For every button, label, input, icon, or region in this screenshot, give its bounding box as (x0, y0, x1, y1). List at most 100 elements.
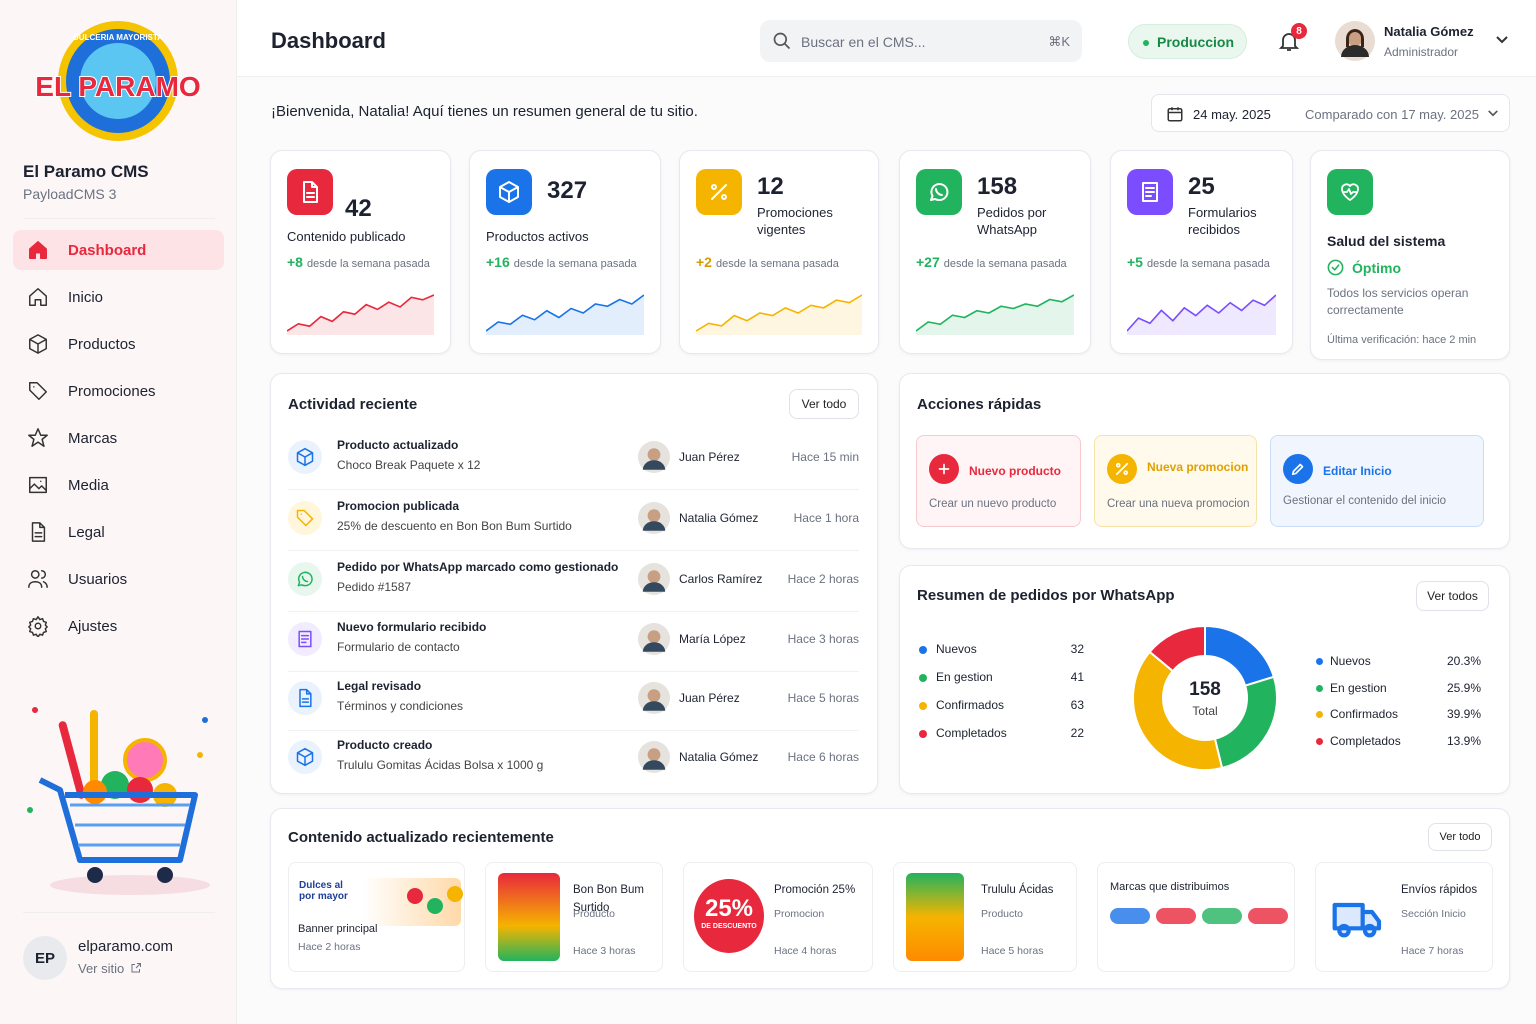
calendar-icon (1167, 107, 1183, 122)
activity-button[interactable]: Ver todo (789, 389, 859, 419)
candy-illustration (27, 707, 210, 895)
legend-label: Nuevos (1330, 654, 1371, 668)
activity-detail: Trululu Gomitas Ácidas Bolsa x 1000 g (337, 758, 544, 772)
legend-label: En gestion (936, 670, 993, 684)
cart-wheel (87, 867, 103, 883)
env-dot (1143, 40, 1149, 46)
recent-item-kind: Producto (981, 908, 1024, 920)
confetti (197, 752, 203, 758)
recent-button[interactable]: Ver todo (1428, 823, 1492, 851)
recent-item-time: Hace 7 horas (1401, 945, 1464, 957)
quick-action-text: Crear una nueva promocion (1107, 498, 1250, 510)
quick-action-text: Crear un nuevo producto (929, 498, 1057, 510)
sparkline-area (287, 295, 434, 335)
search-box[interactable]: Buscar en el CMS... ⌘K (760, 20, 1082, 62)
chevron[interactable] (1495, 35, 1509, 45)
nav-icon (28, 570, 48, 588)
thumbnail: Dulces al por mayor (297, 878, 463, 926)
activity-glyph-path (296, 509, 314, 527)
recent-item[interactable]: Trululu Ácidas Producto Hace 5 horas (893, 862, 1077, 972)
recent-item[interactable]: 25% DE DESCUENTO Promoción 25% Promocion Hac… (683, 862, 873, 972)
nav-item[interactable]: Usuarios (13, 559, 224, 599)
recent-item-title: Marcas que distribuimos (1110, 881, 1230, 893)
activity-glyph (298, 630, 312, 648)
legend-value: 41 (1070, 670, 1084, 684)
activity-glyph-path (297, 571, 313, 587)
nav-item[interactable]: Ajustes (13, 606, 224, 646)
recent-item[interactable]: Marcas que distribuimos (1097, 862, 1295, 972)
avatar-face (647, 630, 661, 643)
nav-icon (29, 382, 47, 400)
avatar-bg (638, 623, 670, 655)
nav-item[interactable]: Productos (13, 324, 224, 364)
activity-title: Pedido por WhatsApp marcado como gestion… (337, 560, 619, 574)
quick-action[interactable]: Nueva promocion Crear una nueva promocion (1094, 435, 1257, 527)
nav-label: Usuarios (68, 571, 128, 588)
quick-action-glyph (1115, 462, 1129, 476)
recent-item[interactable]: Dulces al por mayor Banner principal Hace … (288, 862, 465, 972)
chart-button[interactable]: Ver todos (1416, 581, 1489, 611)
nav-item[interactable]: Dashboard (13, 230, 224, 270)
avatar-body (642, 521, 666, 531)
sparkline-line (486, 294, 644, 332)
nav-item[interactable]: Promociones (13, 371, 224, 411)
logo-name: EL PARAMO (35, 71, 200, 102)
sparkline-area (486, 295, 644, 335)
quick-action-text: Gestionar el contenido del inicio (1283, 495, 1447, 507)
nav-label: Media (68, 477, 109, 494)
stat-icon-glyph (711, 184, 727, 200)
quick-action[interactable]: Editar Inicio Gestionar el contenido del … (1270, 435, 1484, 527)
sparkline (287, 294, 434, 335)
nav-item[interactable]: Legal (13, 512, 224, 552)
site-avatar: EP (23, 936, 67, 980)
nav-label: Marcas (68, 430, 118, 447)
activity-glyph (299, 688, 312, 708)
legend-dot (1316, 711, 1323, 718)
nav-icon (29, 334, 47, 354)
stat-card: 158 Pedidos por WhatsApp +27 desde la seman… (899, 150, 1091, 354)
candy (407, 888, 423, 904)
stat-delta-row: +16 desde la semana pasada (486, 254, 637, 270)
site-link[interactable]: Ver sitio (78, 961, 125, 976)
percent-label: 39.9% (1446, 707, 1481, 721)
nav-item[interactable]: Media (13, 465, 224, 505)
nav-icon-path (31, 522, 46, 542)
stat-icon-glyph-path (303, 181, 318, 203)
nav-item[interactable]: Marcas (13, 418, 224, 458)
stat-icon-glyph (1142, 182, 1158, 202)
sparkline-line (287, 294, 434, 332)
nav-label: Productos (68, 336, 136, 353)
nav-icon (28, 428, 48, 447)
nav-icon-path (28, 616, 48, 637)
user-avatar (1335, 21, 1375, 61)
stat-delta: +27 (916, 254, 940, 270)
recent-item-time: Hace 3 horas (573, 945, 636, 957)
thumbnail-text: Dulces al por mayor (299, 880, 348, 902)
recent-item[interactable]: Bon Bon Bum Surtido Producto Hace 3 horas (485, 862, 663, 972)
sparkline-line (916, 294, 1074, 332)
thumbnail: 25% DE DESCUENTO (694, 879, 764, 953)
candy (447, 886, 463, 902)
date-picker[interactable]: 24 may. 2025 Comparado con 17 may. 2025 (1151, 94, 1510, 132)
legend-dot (1316, 737, 1323, 745)
env-pill[interactable]: Produccion (1128, 24, 1247, 59)
user-name: Natalia Gómez (1384, 24, 1474, 39)
recent-item[interactable]: Envíos rápidos Sección Inicio Hace 7 horas (1315, 862, 1493, 972)
truck-icon-path (1332, 902, 1382, 938)
sidebar: DULCERIA MAYORISTA EL PARAMO El Paramo C… (0, 0, 237, 1024)
avatar-body (642, 642, 666, 652)
activity-time: Hace 3 horas (787, 632, 859, 646)
sparkline-line (1127, 294, 1276, 332)
nav-icon-path (29, 334, 47, 354)
activity-row: Pedido por WhatsApp marcado como gestion… (288, 556, 859, 612)
stat-icon-glyph (303, 181, 318, 203)
sparkline (916, 294, 1074, 335)
quick-action[interactable]: Nuevo producto Crear un nuevo producto (916, 435, 1081, 527)
divider (23, 912, 215, 913)
nav-item[interactable]: Inicio (13, 277, 224, 317)
legend-label: Nuevos (936, 642, 977, 656)
activity-glyph (296, 747, 314, 767)
recent-card: Contenido actualizado recientemente Ver t… (270, 808, 1510, 989)
user-role: Administrador (1384, 45, 1459, 59)
